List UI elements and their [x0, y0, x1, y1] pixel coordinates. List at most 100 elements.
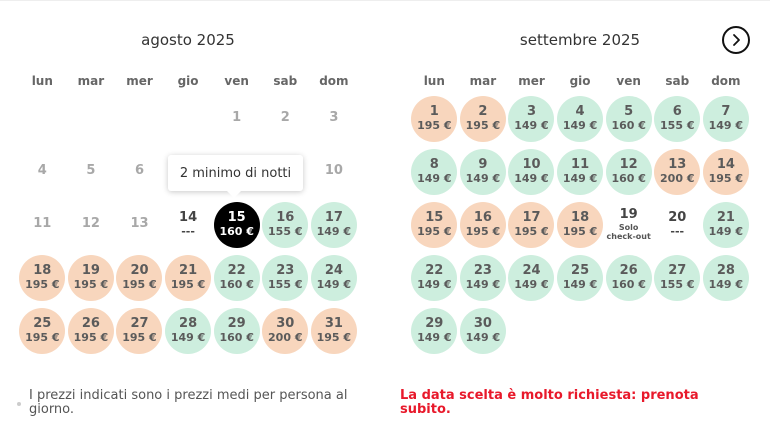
day-cell: 12 160 € — [604, 145, 653, 198]
day-29-sep[interactable]: 29 149 € — [411, 307, 458, 354]
day-number: 22 — [227, 263, 246, 279]
day-cell: 27 195 € — [115, 304, 164, 357]
day-9-sep[interactable]: 9 149 € — [459, 148, 506, 195]
day-cell: 3 149 € — [507, 92, 556, 145]
day-14-aug[interactable]: 14 --- — [165, 202, 211, 248]
day-7-sep[interactable]: 7 149 € — [702, 95, 749, 142]
day-number: 20 — [130, 263, 149, 279]
day-24-sep[interactable]: 24 149 € — [508, 254, 555, 301]
day-cell: 16 195 € — [459, 198, 508, 251]
weekday-header: lun mar mer gio ven sab dom — [410, 74, 750, 90]
next-month-button[interactable] — [722, 26, 750, 54]
top-divider — [0, 0, 770, 1]
day-12-aug: 12 — [68, 202, 114, 248]
day-5-aug: 5 — [68, 149, 114, 195]
day-12-sep[interactable]: 12 160 € — [605, 148, 652, 195]
day-29-aug[interactable]: 29 160 € — [213, 307, 260, 354]
day-price: 149 € — [316, 224, 352, 238]
day-2-sep[interactable]: 2 195 € — [459, 95, 506, 142]
day-11-sep[interactable]: 11 149 € — [557, 148, 604, 195]
day-cell: 8 149 € — [410, 145, 459, 198]
day-4-sep[interactable]: 4 149 € — [557, 95, 604, 142]
day-23-sep[interactable]: 23 149 € — [459, 254, 506, 301]
weekday-label: lun — [423, 74, 445, 88]
day-28-aug[interactable]: 28 149 € — [165, 307, 212, 354]
day-18-aug[interactable]: 18 195 € — [19, 254, 66, 301]
day-25-sep[interactable]: 25 149 € — [557, 254, 604, 301]
day-26-sep[interactable]: 26 160 € — [605, 254, 652, 301]
day-number: 18 — [33, 263, 52, 279]
day-21-sep[interactable]: 21 149 € — [702, 201, 749, 248]
day-16-aug[interactable]: 16 155 € — [262, 201, 309, 248]
weekday-label: mer — [126, 74, 153, 88]
day-number: 3 — [329, 110, 339, 126]
day-17-aug[interactable]: 17 149 € — [310, 201, 357, 248]
day-cell: 15 195 € — [410, 198, 459, 251]
empty-cell — [164, 92, 213, 145]
day-19-aug[interactable]: 19 195 € — [67, 254, 114, 301]
day-cell: 15 160 € — [212, 198, 261, 251]
day-15-aug[interactable]: 15 160 € — [213, 201, 260, 248]
day-cell: 13 — [115, 198, 164, 251]
day-cell: 24 149 € — [310, 251, 359, 304]
day-21-aug[interactable]: 21 195 € — [165, 254, 212, 301]
month-title: settembre 2025 — [519, 31, 641, 49]
day-number: 11 — [571, 157, 590, 173]
day-5-sep[interactable]: 5 160 € — [605, 95, 652, 142]
day-price: 160 € — [219, 277, 254, 291]
day-20-sep[interactable]: 20 --- — [654, 202, 700, 248]
month-panel-august: agosto 2025 lun mar mer gio ven sab dom … — [18, 26, 358, 357]
day-24-aug[interactable]: 24 149 € — [310, 254, 357, 301]
empty-cell — [18, 92, 67, 145]
day-27-aug[interactable]: 27 195 € — [116, 307, 163, 354]
day-price: 149 € — [316, 277, 352, 291]
day-3-sep[interactable]: 3 149 € — [508, 95, 555, 142]
day-14-sep[interactable]: 14 195 € — [702, 148, 749, 195]
day-number: 14 — [179, 210, 198, 226]
day-number: 9 — [478, 157, 488, 173]
day-16-sep[interactable]: 16 195 € — [459, 201, 506, 248]
day-number: 12 — [619, 157, 638, 173]
min-nights-tooltip: 2 minimo di notti — [168, 155, 303, 198]
day-6-sep[interactable]: 6 155 € — [654, 95, 701, 142]
day-28-sep[interactable]: 28 149 € — [702, 254, 749, 301]
day-cell: 2 — [261, 92, 310, 145]
day-25-aug[interactable]: 25 195 € — [19, 307, 66, 354]
day-30-sep[interactable]: 30 149 € — [459, 307, 506, 354]
day-15-sep[interactable]: 15 195 € — [411, 201, 458, 248]
day-number: 12 — [81, 216, 100, 232]
day-20-aug[interactable]: 20 195 € — [116, 254, 163, 301]
day-17-sep[interactable]: 17 195 € — [508, 201, 555, 248]
day-19-sep[interactable]: 19 Solo check-out — [606, 202, 652, 248]
day-price: 195 € — [122, 330, 157, 344]
day-price: 149 € — [465, 330, 501, 344]
day-number: 13 — [130, 216, 149, 232]
day-13-sep[interactable]: 13 200 € — [654, 148, 701, 195]
day-18-sep[interactable]: 18 195 € — [557, 201, 604, 248]
day-27-sep[interactable]: 27 155 € — [654, 254, 701, 301]
day-8-sep[interactable]: 8 149 € — [411, 148, 458, 195]
day-price: 149 € — [417, 277, 452, 291]
day-30-aug[interactable]: 30 200 € — [262, 307, 309, 354]
day-3-aug: 3 — [311, 96, 357, 142]
day-number: 6 — [134, 163, 144, 179]
day-cell: 23 149 € — [459, 251, 508, 304]
day-price: 195 € — [562, 224, 598, 238]
day-number: 28 — [716, 263, 735, 279]
day-price: 195 € — [316, 330, 352, 344]
day-number: 27 — [130, 316, 149, 332]
day-22-sep[interactable]: 22 149 € — [411, 254, 458, 301]
day-10-sep[interactable]: 10 149 € — [508, 148, 555, 195]
day-23-aug[interactable]: 23 155 € — [262, 254, 309, 301]
day-price: 195 € — [465, 224, 501, 238]
day-22-aug[interactable]: 22 160 € — [213, 254, 260, 301]
day-cell: 29 149 € — [410, 304, 459, 357]
day-26-aug[interactable]: 26 195 € — [67, 307, 114, 354]
day-cell: 23 155 € — [261, 251, 310, 304]
price-note: I prezzi indicati sono i prezzi medi per… — [17, 388, 377, 417]
day-number: 6 — [672, 104, 682, 120]
day-1-sep[interactable]: 1 195 € — [411, 95, 458, 142]
day-31-aug[interactable]: 31 195 € — [310, 307, 357, 354]
day-price: 195 € — [73, 277, 109, 291]
day-cell: 4 — [18, 145, 67, 198]
